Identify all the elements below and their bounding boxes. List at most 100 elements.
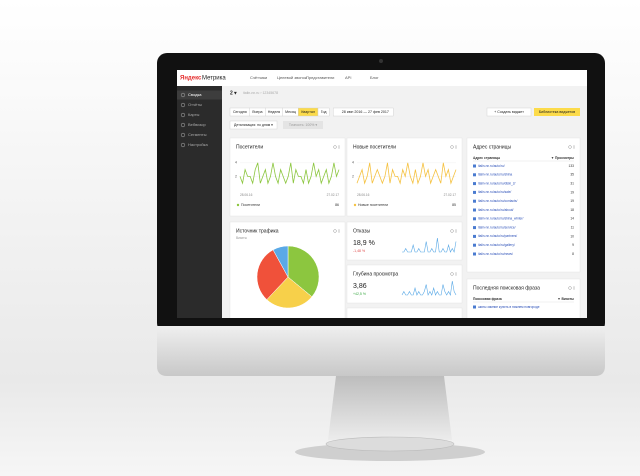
accuracy-button[interactable] [283, 121, 323, 129]
camera [379, 59, 383, 63]
widget-card [346, 137, 463, 217]
settings-icon[interactable] [333, 229, 337, 233]
row-icon [473, 208, 476, 212]
settings-icon[interactable] [450, 272, 454, 276]
settings-icon[interactable] [568, 286, 572, 290]
row-value: 10 [570, 234, 574, 238]
stand-base [325, 436, 455, 452]
legend-swatch [353, 203, 357, 207]
metric-value: 3,86 [353, 283, 367, 290]
sidebar-icon [180, 102, 186, 108]
widget-card [346, 264, 463, 304]
widget-card [346, 307, 463, 318]
row-value: 19 [570, 190, 574, 194]
sidebar-item[interactable]: Настройка [188, 142, 208, 147]
period-button[interactable] [317, 107, 330, 117]
sidebar-icon [180, 132, 186, 138]
column-header: ▼ Визиты [557, 297, 574, 301]
row-icon [473, 190, 476, 194]
settings-icon[interactable] [568, 145, 572, 149]
nav-link[interactable]: Целевой звонок [277, 75, 307, 80]
sidebar-item[interactable]: Карты [188, 112, 200, 117]
date-button[interactable] [333, 107, 394, 117]
widget-title: Глубина просмотра [353, 271, 398, 277]
line-series [239, 162, 340, 185]
row-link[interactable]: italin-nn.ru/auto/ru/shina [478, 173, 512, 177]
x-tick-label: 27.02.17 [327, 193, 340, 197]
nav-link[interactable]: Блог [370, 75, 379, 80]
create-button[interactable] [486, 107, 532, 117]
row-link[interactable]: italin-nn.ru/auto/ru/about/ [478, 208, 514, 212]
legend-swatch [236, 203, 240, 207]
metric-change: +42,5 % [353, 292, 366, 296]
widget-title: Источник трафика [236, 228, 279, 234]
x-tick-label: 27.02.17 [444, 193, 457, 197]
sparkline [402, 237, 457, 253]
row-value: 19 [570, 199, 574, 203]
widget-title: Адрес страницы [473, 144, 511, 150]
x-tick-label: 28.06.16 [240, 193, 253, 197]
settings-icon[interactable] [333, 145, 337, 149]
widget-title: Посетители [236, 144, 263, 150]
detail-button[interactable] [229, 120, 278, 130]
date-range: 28 июн 2016 — 27 фев 2017 [342, 110, 389, 114]
nav-link[interactable]: Счётчики [250, 75, 267, 80]
settings-icon[interactable] [450, 229, 454, 233]
row-icon [473, 164, 476, 168]
row-link[interactable]: italin-nn.ru/auto/ru/sale/ [478, 190, 511, 194]
row-link[interactable]: шины зимние купить в нижнем новгороде [478, 305, 540, 309]
library: Библиотека виджетов [539, 110, 575, 114]
logo-brand: Яндекс [180, 76, 202, 82]
row-value: 133 [568, 164, 574, 168]
y-tick-label: 2 [235, 174, 237, 178]
row-link[interactable]: italin-nn.ru/auto/ru/diski_2/ [478, 181, 515, 185]
sidebar-icon [180, 122, 186, 128]
pie-slice [266, 276, 313, 309]
sidebar-item[interactable]: Отчёты [188, 102, 202, 107]
widget-title: Новые посетители [353, 144, 396, 150]
row-link[interactable]: italin-nn.ru/auto/ru/contacts/ [478, 199, 517, 203]
row-icon [473, 305, 476, 309]
row-link[interactable]: italin-nn.ru/auto/ru/partners/ [478, 234, 517, 238]
widget-card [466, 137, 581, 273]
sidebar-item[interactable]: Вебвизор [188, 122, 207, 127]
screen: Яндекс Метрика 2 ▾ italin-nn.ru › 123456… [177, 70, 587, 318]
legend-label: Новые посетители [358, 203, 388, 207]
row-link[interactable]: italin-nn.ru/auto/ru/news/ [478, 252, 513, 256]
nav-link[interactable]: API [345, 75, 351, 80]
breadcrumb[interactable]: italin-nn.ru › 12345678 [243, 91, 278, 95]
row-value: 31 [570, 181, 574, 185]
settings-icon[interactable] [450, 145, 454, 149]
sidebar [177, 86, 222, 318]
widget-card [229, 137, 346, 217]
y-tick-label: 2 [352, 174, 354, 178]
period-label: Год [321, 110, 328, 114]
sidebar-item[interactable]: Сегменты [188, 132, 207, 137]
row-value: 35 [570, 173, 574, 177]
row-link[interactable]: italin-nn.ru/auto/ru/shina_winter/ [478, 217, 523, 221]
widget-subtitle: Визиты [236, 236, 248, 240]
accuracy: Точность: 100% ▾ [289, 123, 317, 127]
y-tick-label: 4 [352, 161, 354, 165]
row-icon [473, 199, 476, 203]
period-label: Неделя [268, 110, 281, 114]
row-icon [473, 243, 476, 247]
row-icon [473, 217, 476, 221]
row-link[interactable]: italin-nn.ru/auto/ru/gallery/ [478, 243, 515, 247]
nav-link[interactable]: Представители [306, 75, 334, 80]
row-link[interactable]: italin-nn.ru/auto/ru/ [478, 164, 505, 168]
row-link[interactable]: italin-nn.ru/auto/ru/service/ [478, 225, 516, 229]
logo-product: Метрика [202, 76, 226, 82]
row-value: 8 [572, 252, 574, 256]
legend-label: Посетители [241, 203, 260, 207]
stand-neck [328, 376, 452, 440]
counter[interactable]: 2 ▾ [230, 90, 237, 96]
metric-change: -1,48 % [353, 249, 365, 253]
sidebar-item[interactable]: Сводка [188, 92, 202, 97]
chin [157, 326, 605, 376]
row-icon [473, 234, 476, 238]
sidebar-icon [180, 112, 186, 118]
column-header: Адрес страницы [473, 156, 500, 160]
library-button[interactable] [534, 108, 580, 116]
